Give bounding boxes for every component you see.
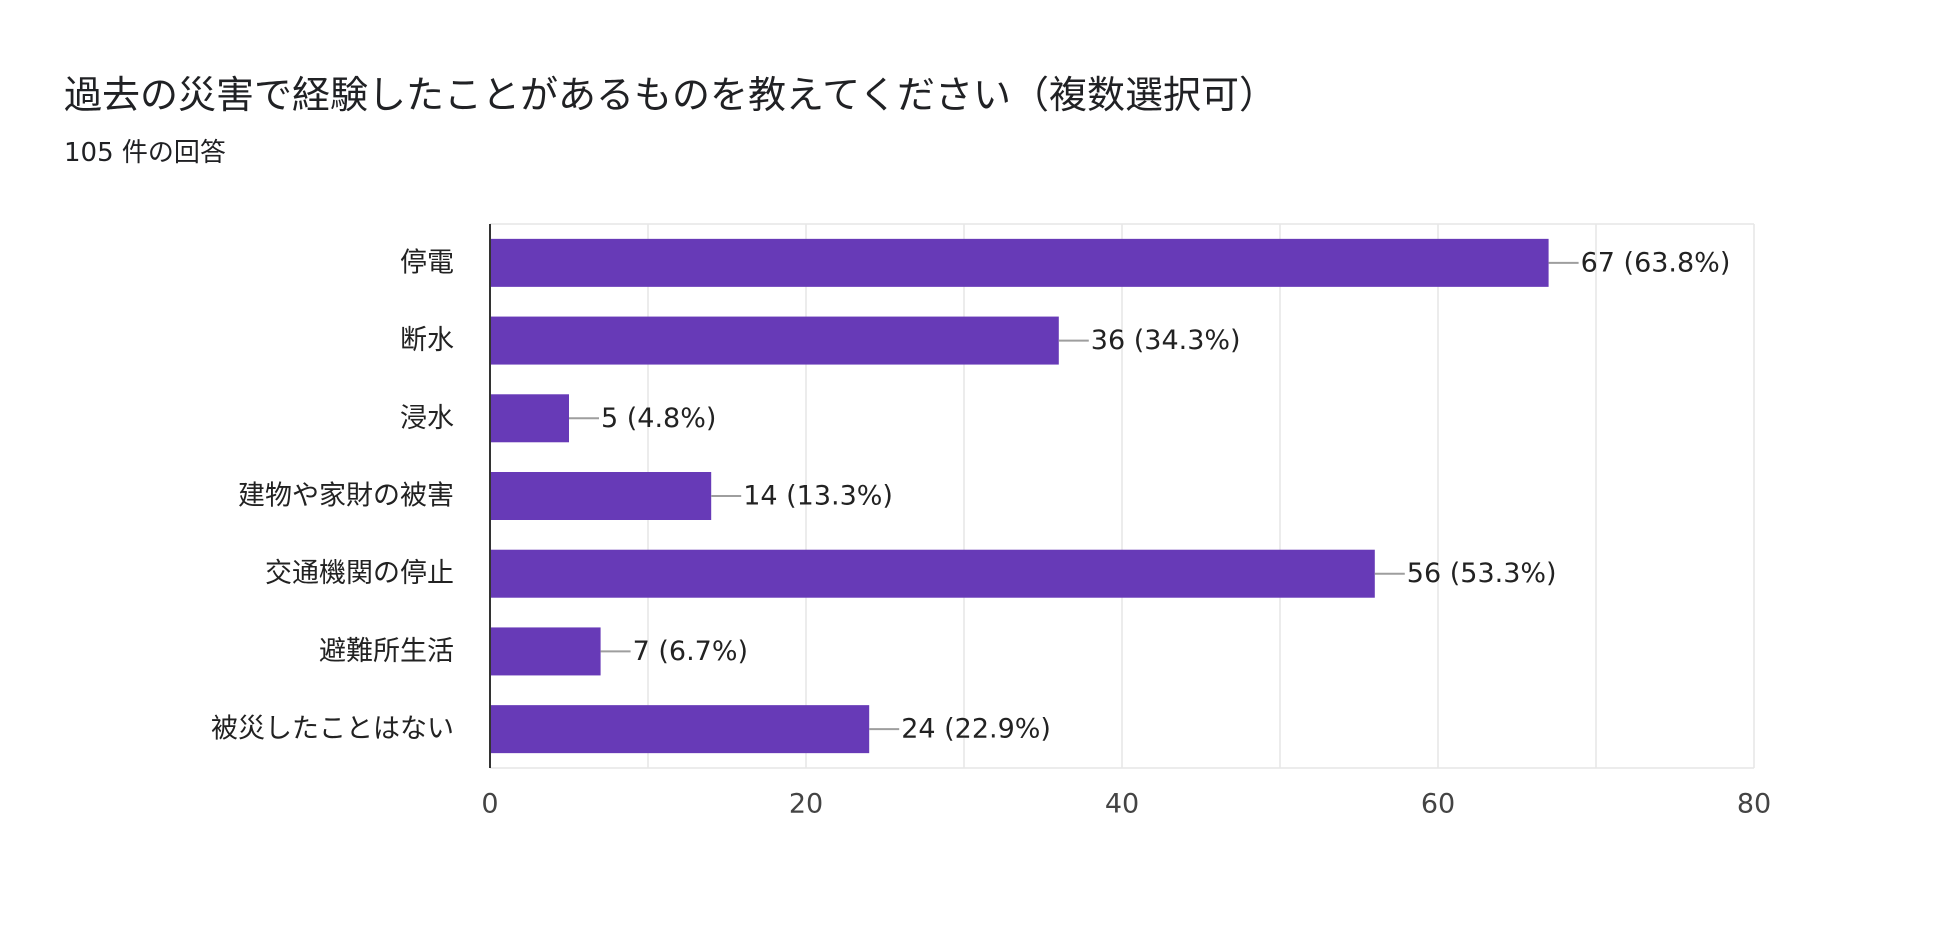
bar	[490, 549, 1375, 598]
bar	[490, 316, 1059, 365]
category-label: 浸水	[400, 403, 454, 434]
value-label: 24 (22.9%)	[901, 714, 1051, 745]
value-label: 5 (4.8%)	[601, 403, 716, 434]
response-count: 105 件の回答	[64, 138, 226, 168]
grid-lines	[490, 223, 1755, 769]
bar	[490, 627, 601, 676]
axes: 0 20 40 60 80	[481, 224, 1771, 820]
category-label: 停電	[400, 247, 454, 278]
value-label: 67 (63.8%)	[1581, 247, 1731, 278]
x-tick-label: 40	[1105, 789, 1139, 820]
category-label: 避難所生活	[319, 636, 454, 667]
value-label: 36 (34.3%)	[1091, 325, 1241, 356]
x-tick-label: 60	[1421, 789, 1455, 820]
bar	[490, 705, 870, 754]
bar	[490, 394, 569, 443]
value-label: 14 (13.3%)	[743, 481, 893, 512]
bars	[490, 238, 1549, 754]
chart-title: 過去の災害で経験したことがあるものを教えてください（複数選択可）	[64, 73, 1277, 117]
x-tick-label: 0	[481, 789, 498, 820]
category-label: 交通機関の停止	[265, 558, 454, 589]
category-label: 被災したことはない	[211, 714, 454, 745]
value-label: 7 (6.7%)	[633, 636, 748, 667]
x-tick-label: 80	[1737, 789, 1771, 820]
bar	[490, 472, 712, 520]
category-label: 断水	[400, 325, 454, 356]
bar	[490, 238, 1549, 287]
value-label: 56 (53.3%)	[1407, 558, 1557, 589]
labels: 67 (63.8%) 停電 36 (34.3%) 断水 5 (4.8%) 浸水 14 (13…	[211, 247, 1730, 744]
category-label: 建物や家財の被害	[238, 481, 454, 512]
x-tick-label: 20	[789, 789, 823, 820]
